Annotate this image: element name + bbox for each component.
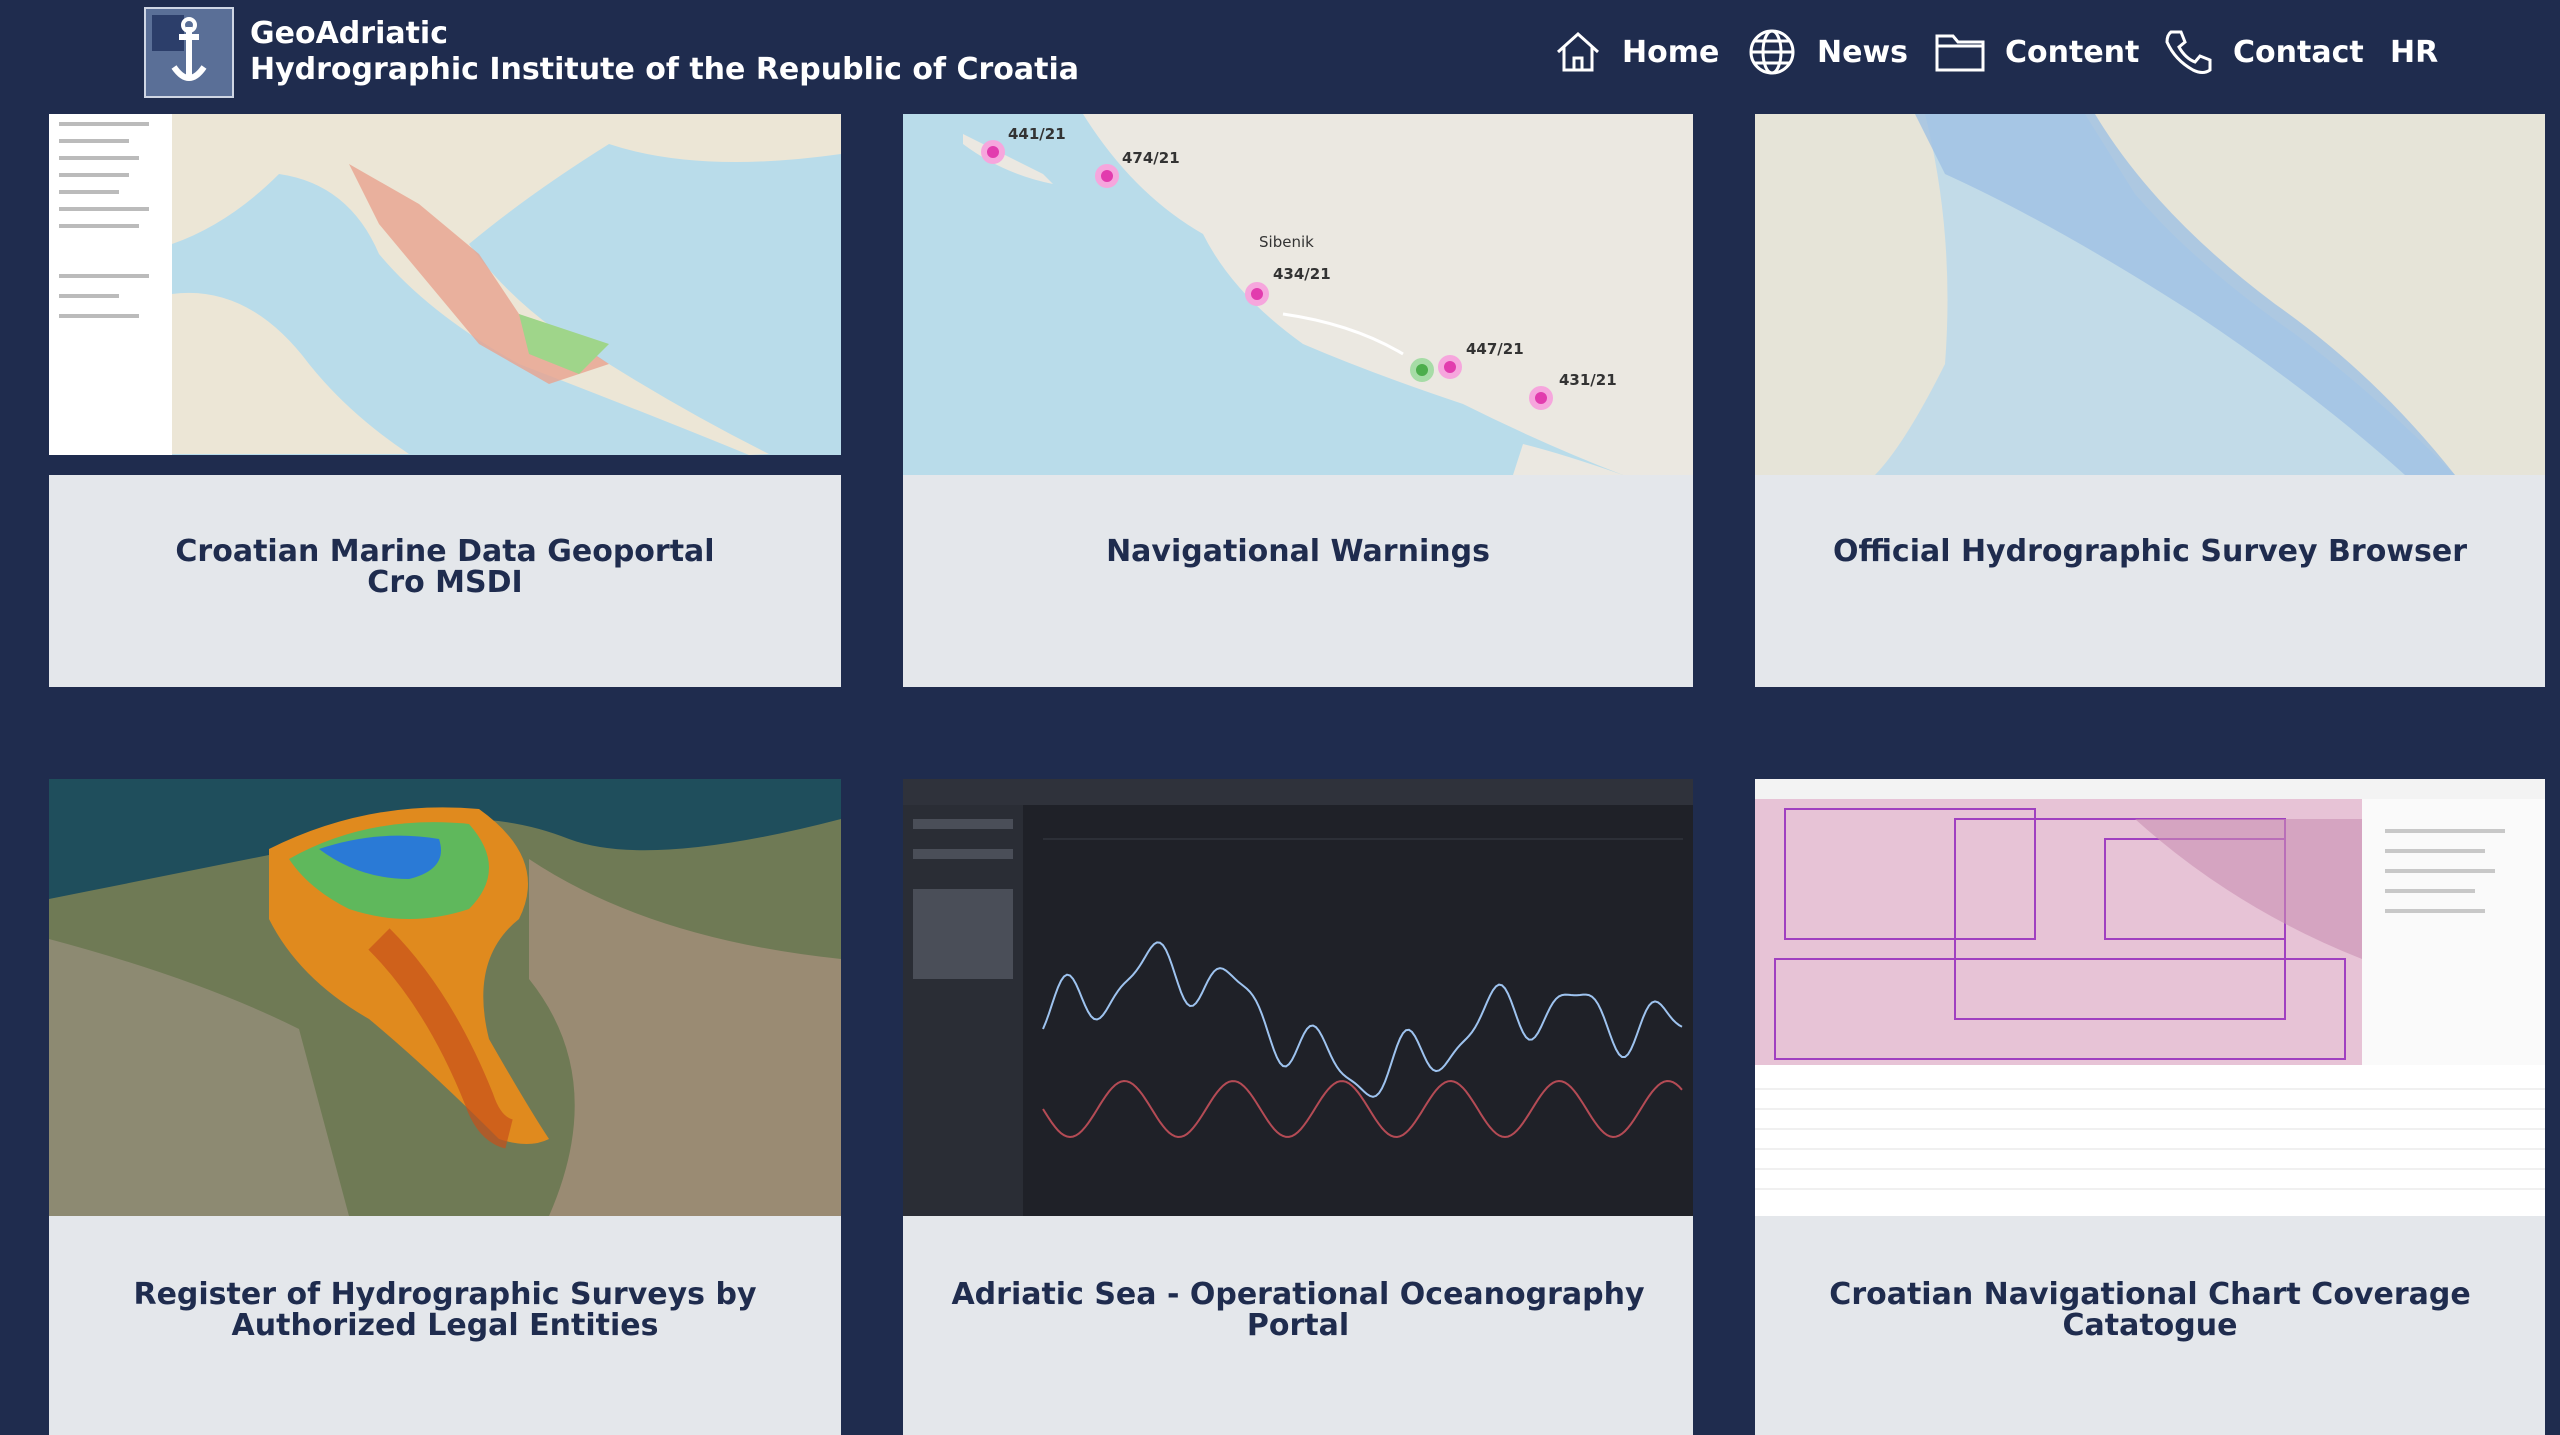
card-image	[1755, 114, 2545, 475]
map-label: 441/21	[1008, 125, 1066, 143]
card-image	[903, 779, 1693, 1216]
title-line: Authorized Legal Entities	[231, 1308, 659, 1343]
home-icon	[1556, 31, 1600, 72]
title-line: Croatian Navigational Chart Coverage	[1829, 1277, 2471, 1312]
card-title: Croatian Navigational Chart Coverage Cata…	[1755, 1279, 2545, 1341]
site-title: GeoAdriatic	[250, 16, 449, 51]
title-line: Catatogue	[2062, 1308, 2238, 1343]
nav-label: News	[1817, 34, 1909, 70]
title-line: Adriatic Sea - Operational Oceanography	[951, 1277, 1645, 1312]
map-label: 447/21	[1466, 340, 1524, 358]
header: GeoAdriatic Hydrographic Institute of th…	[0, 0, 2560, 114]
card[interactable]: Croatian Marine Data Geoportal Cro MSDI	[49, 114, 841, 687]
wave-line	[1042, 941, 1683, 1098]
map-label: Sibenik	[1259, 233, 1314, 251]
card-title: Croatian Marine Data Geoportal Cro MSDI	[49, 536, 841, 598]
card[interactable]: Croatian Navigational Chart Coverage Cata…	[1755, 779, 2545, 1435]
logo[interactable]	[144, 7, 234, 98]
title-line: Cro MSDI	[367, 565, 523, 600]
nav-contact[interactable]: Contact	[2163, 30, 2364, 74]
card[interactable]: Adriatic Sea - Operational Oceanography P…	[903, 779, 1693, 1435]
card-image: 441/21 474/21 434/21 447/21 431/21 Siben…	[903, 114, 1693, 475]
phone-icon	[2165, 30, 2212, 74]
nav-label: HR	[2390, 34, 2439, 70]
nav-content[interactable]: Content	[1935, 30, 2139, 74]
card-image	[49, 779, 841, 1216]
nav-label: Contact	[2233, 34, 2364, 70]
folder-icon	[1935, 34, 1985, 72]
globe-icon	[1749, 29, 1795, 75]
map-label: 434/21	[1273, 265, 1331, 283]
card-title: Register of Hydrographic Surveys by Autho…	[49, 1279, 841, 1341]
title-line: Navigational Warnings	[1106, 534, 1490, 569]
nav-label: Content	[2005, 34, 2140, 70]
map-label: 474/21	[1122, 149, 1180, 167]
title-line: Portal	[1246, 1308, 1350, 1343]
nav-language[interactable]: HR	[2390, 30, 2438, 74]
site-subtitle: Hydrographic Institute of the Republic o…	[250, 52, 1080, 87]
card[interactable]: Official Hydrographic Survey Browser	[1755, 114, 2545, 687]
nav-home[interactable]: Home	[1554, 30, 1719, 74]
card-title: Adriatic Sea - Operational Oceanography P…	[903, 1279, 1693, 1341]
card-image	[1755, 779, 2545, 1216]
title-line: Register of Hydrographic Surveys by	[133, 1277, 757, 1312]
title-line: Croatian Marine Data Geoportal	[175, 534, 715, 569]
card-title: Official Hydrographic Survey Browser	[1755, 536, 2545, 567]
nav-news[interactable]: News	[1747, 29, 1909, 75]
nav-label: Home	[1622, 34, 1720, 70]
card-image	[49, 114, 841, 475]
map-label: 431/21	[1559, 371, 1617, 389]
title-line: Official Hydrographic Survey Browser	[1832, 534, 2468, 569]
card[interactable]: Register of Hydrographic Surveys by Autho…	[49, 779, 841, 1435]
wave-line	[1042, 1079, 1683, 1139]
card-title: Navigational Warnings	[903, 536, 1693, 567]
card[interactable]: 441/21 474/21 434/21 447/21 431/21 Siben…	[903, 114, 1693, 687]
